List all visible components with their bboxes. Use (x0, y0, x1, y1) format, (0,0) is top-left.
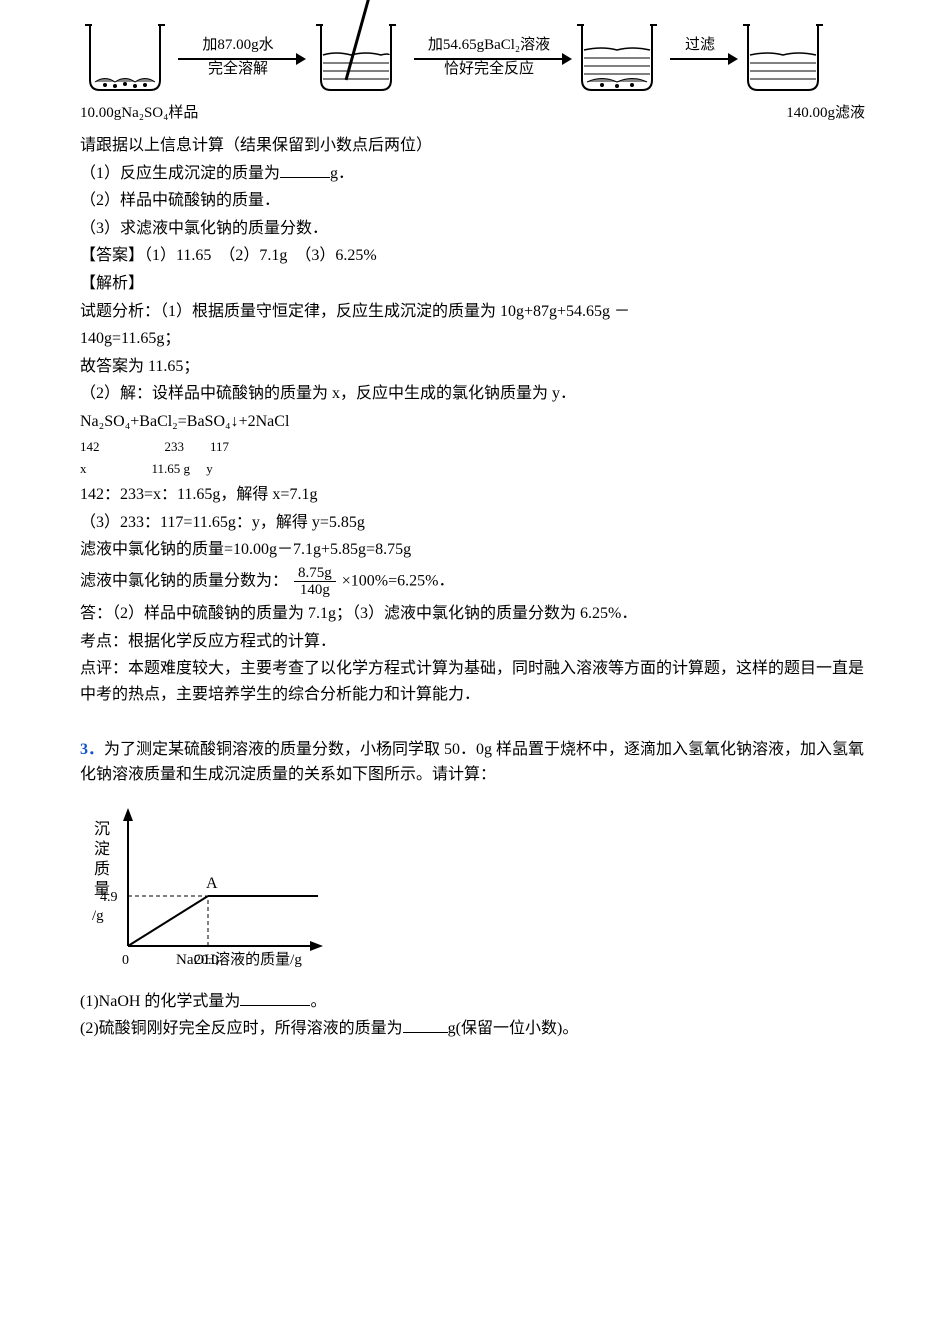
blank-field (280, 162, 330, 178)
frac-denominator: 140g (296, 582, 334, 599)
beaker-precipitate (572, 20, 662, 95)
q2-exp1b: 140g=11.65g； (80, 326, 865, 352)
svg-text:沉: 沉 (94, 820, 110, 838)
q2-solve1-text: 142：233=x：11.65g，解得 x=7.1g (80, 486, 317, 503)
q3-sub1-a: (1)NaOH 的化学式量为 (80, 993, 240, 1010)
svg-text:A: A (206, 875, 218, 892)
frac-numerator: 8.75g (294, 565, 336, 583)
sample-label: 10.00gNa₂SO₄样品 (80, 101, 198, 125)
q3-stem-text: 为了测定某硫酸铜溶液的质量分数，小杨同学取 50．0g 样品置于烧杯中，逐滴加入… (80, 741, 864, 784)
blank-field (403, 1017, 448, 1033)
beaker-dissolved (306, 20, 406, 95)
flow-arrow-3: 过滤 (670, 36, 730, 79)
q2-eqn: Na₂SO₄+BaCl₂=BaSO₄↓+2NaCl (80, 409, 865, 435)
svg-text:4.9: 4.9 (100, 890, 118, 905)
fraction: 8.75g 140g (294, 565, 336, 599)
q2-val-row: x 11.65 g y (80, 459, 865, 480)
arrow2-label-top: 加54.65gBaCl₂溶液 (428, 36, 550, 56)
arrow1-label-top: 加87.00g水 (202, 36, 273, 56)
svg-text:NaOH溶液的质量/g: NaOH溶液的质量/g (176, 951, 302, 968)
svg-text:0: 0 (122, 953, 129, 968)
arrow3-label: 过滤 (685, 36, 715, 56)
q2-ans-summary: 答：（2）样品中硫酸钠的质量为 7.1g；（3）滤液中氯化钠的质量分数为 6.2… (80, 601, 865, 627)
q2-line2: （2）样品中硫酸钠的质量． (80, 188, 865, 214)
q2-explain-label: 【解析】 (80, 271, 865, 297)
q2-answer: 【答案】（1）11.65 （2）7.1g （3）6.25% (80, 243, 865, 269)
q2-exp2: （2）解：设样品中硫酸钠的质量为 x，反应中生成的氯化钠质量为 y． (80, 381, 865, 407)
filtrate-label: 140.00g滤液 (786, 101, 865, 125)
diagram-caption-row: 10.00gNa₂SO₄样品 140.00g滤液 (80, 101, 865, 125)
q3-chart: 沉淀质量/g4.920.00NaOH溶液的质量/gA (80, 796, 865, 985)
q2-line1-a: （1）反应生成沉淀的质量为 (80, 165, 280, 182)
process-flow-diagram: 加87.00g水 完全溶解 加54.65gBaCl₂溶液 恰好完全反应 (80, 20, 865, 95)
q2-intro: 请跟据以上信息计算（结果保留到小数点后两位） (80, 133, 865, 159)
arrow1-label-bottom: 完全溶解 (208, 60, 268, 80)
q3-number: 3． (80, 741, 104, 758)
q2-line1-b: g． (330, 165, 354, 182)
svg-text:质: 质 (94, 860, 110, 878)
q2-mass-nacl: 滤液中氯化钠的质量=10.00g－7.1g+5.85g=8.75g (80, 537, 865, 563)
q2-line3: （3）求滤液中氯化钠的质量分数． (80, 216, 865, 242)
arrow2-label-bottom: 恰好完全反应 (444, 60, 534, 80)
flow-arrow-2: 加54.65gBaCl₂溶液 恰好完全反应 (414, 36, 564, 79)
q3-sub2-b: g(保留一位小数)。 (448, 1020, 579, 1037)
q3-sub2: (2)硫酸铜刚好完全反应时，所得溶液的质量为 g(保留一位小数)。 (80, 1016, 865, 1042)
q3-sub1: (1)NaOH 的化学式量为 。 (80, 989, 865, 1015)
q2-fraction-line: 滤液中氯化钠的质量分数为： 8.75g 140g ×100%=6.25%． (80, 565, 865, 599)
q2-line1: （1）反应生成沉淀的质量为 g． (80, 161, 865, 187)
q2-frac-tail: ×100%=6.25%． (342, 573, 455, 590)
svg-text:淀: 淀 (94, 840, 110, 858)
q3-sub2-a: (2)硫酸铜刚好完全反应时，所得溶液的质量为 (80, 1020, 403, 1037)
svg-text:/g: /g (92, 908, 104, 924)
q3-sub1-b: 。 (310, 993, 326, 1010)
q2-exp1c: 故答案为 11.65； (80, 354, 865, 380)
q2-dianping: 点评：本题难度较大，主要考查了以化学方程式计算为基础，同时融入溶液等方面的计算题… (80, 656, 865, 707)
q2-mr-row: 142 233 117 (80, 437, 865, 458)
beaker-filtrate (738, 20, 828, 95)
q2-solve2: （3）233：117=11.65g：y，解得 y=5.85g (80, 510, 865, 536)
q3-stem: 3．为了测定某硫酸铜溶液的质量分数，小杨同学取 50．0g 样品置于烧杯中，逐滴… (80, 737, 865, 788)
q2-exp1: 试题分析：（1）根据质量守恒定律，反应生成沉淀的质量为 10g+87g+54.6… (80, 299, 865, 325)
q2-kaodian: 考点：根据化学反应方程式的计算． (80, 629, 865, 655)
flow-arrow-1: 加87.00g水 完全溶解 (178, 36, 298, 79)
q2-frac-intro: 滤液中氯化钠的质量分数为： (80, 573, 288, 590)
blank-field (240, 990, 310, 1006)
beaker-sample (80, 20, 170, 95)
q2-solve1: 142：233=x：11.65g，解得 x=7.1g (80, 482, 865, 508)
